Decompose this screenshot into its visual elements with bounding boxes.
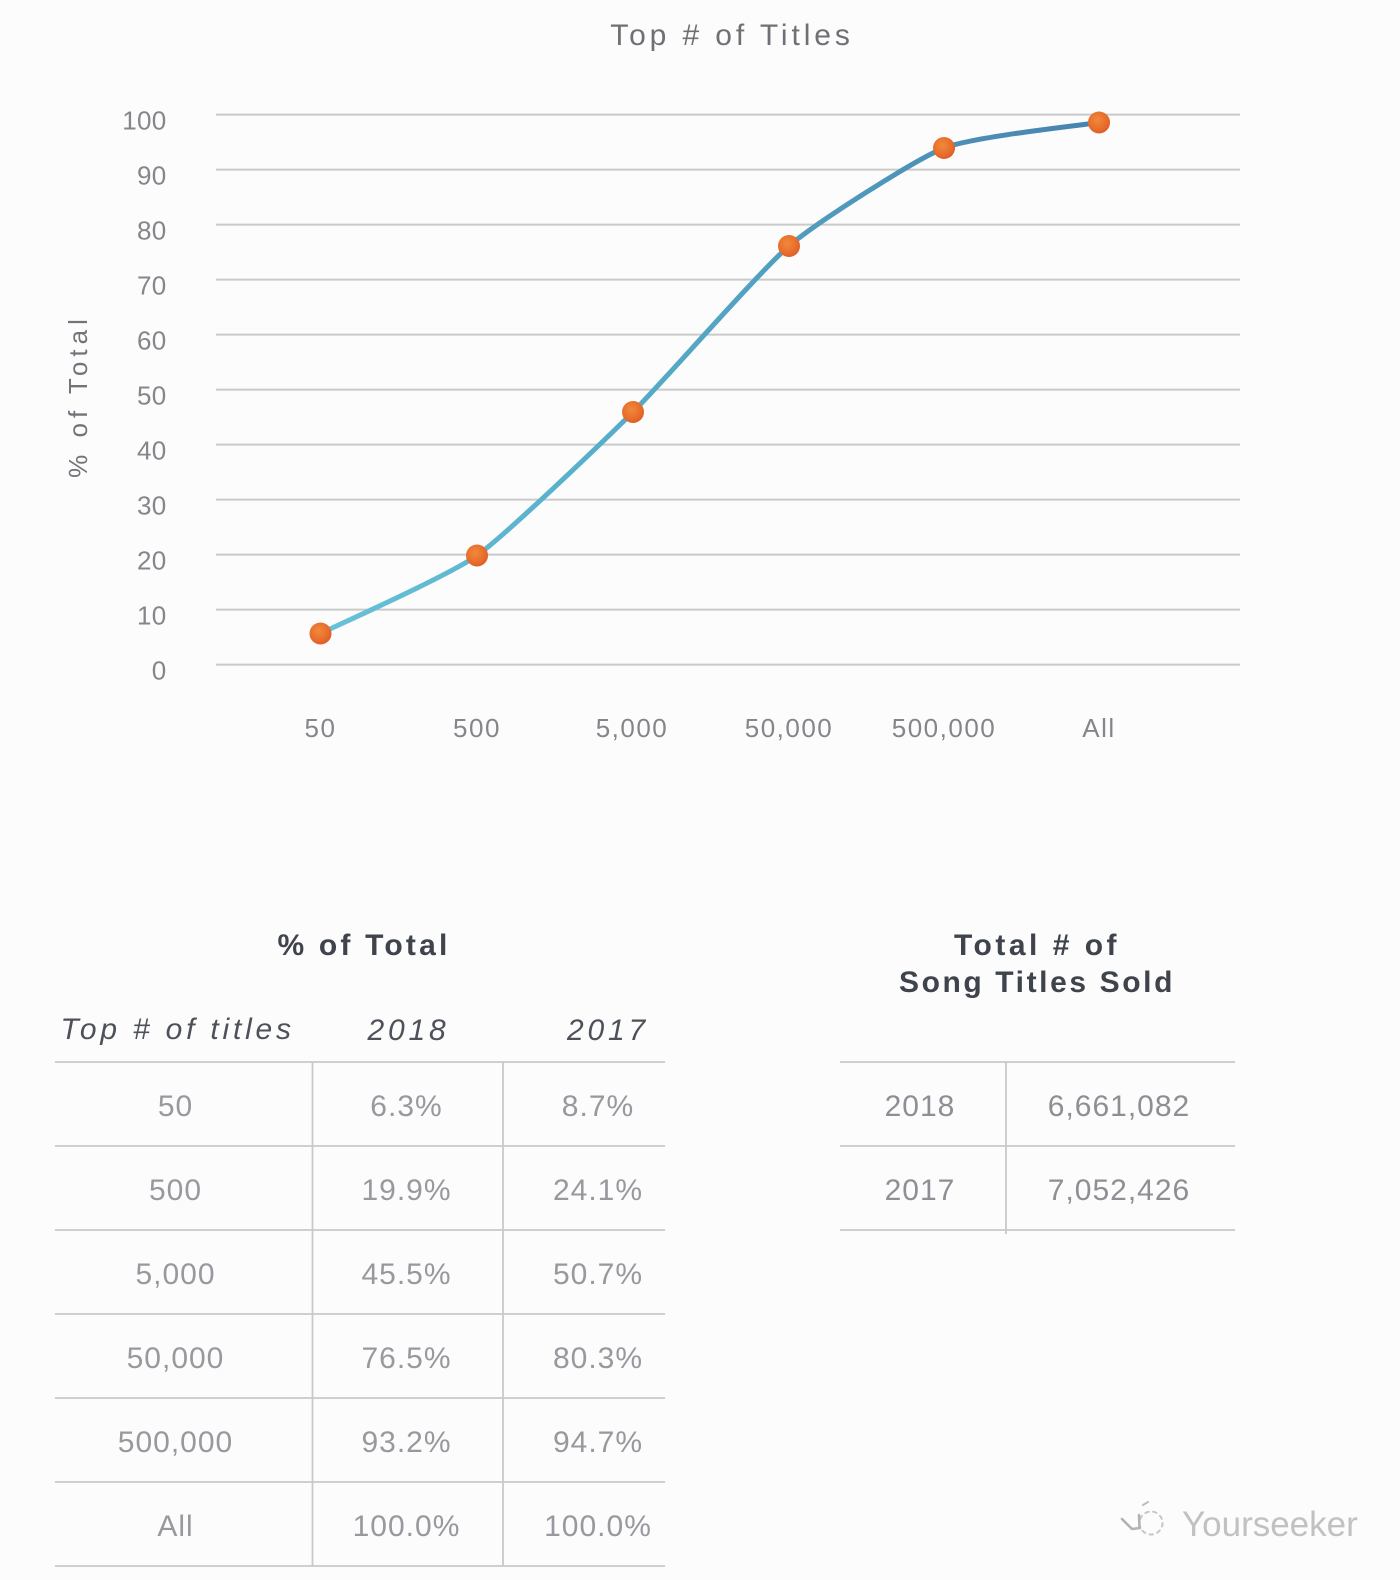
svg-text:% of Total: % of Total: [63, 314, 93, 478]
svg-text:8.7%: 8.7%: [562, 1090, 634, 1123]
svg-text:80: 80: [137, 215, 167, 245]
svg-text:Top # of titles: Top # of titles: [61, 1013, 295, 1046]
svg-text:30: 30: [137, 490, 167, 520]
svg-text:5,000: 5,000: [135, 1258, 215, 1291]
svg-text:0: 0: [152, 655, 167, 685]
svg-text:60: 60: [137, 325, 167, 355]
svg-text:Total # of: Total # of: [954, 929, 1120, 962]
svg-text:Yourseeker: Yourseeker: [1182, 1505, 1358, 1544]
svg-text:500,000: 500,000: [118, 1426, 233, 1459]
svg-text:50: 50: [137, 380, 167, 410]
svg-text:80.3%: 80.3%: [553, 1342, 643, 1375]
svg-text:10: 10: [137, 600, 167, 630]
svg-text:All: All: [1082, 713, 1115, 743]
svg-text:Song Titles Sold: Song Titles Sold: [899, 966, 1175, 999]
svg-text:50: 50: [305, 713, 337, 743]
svg-text:All: All: [157, 1510, 193, 1543]
svg-text:50.7%: 50.7%: [553, 1258, 643, 1291]
svg-text:76.5%: 76.5%: [361, 1342, 451, 1375]
svg-text:19.9%: 19.9%: [361, 1174, 451, 1207]
svg-text:94.7%: 94.7%: [553, 1426, 643, 1459]
svg-text:20: 20: [137, 545, 167, 575]
svg-text:2017: 2017: [566, 1014, 649, 1047]
svg-text:100.0%: 100.0%: [544, 1510, 652, 1543]
svg-text:7,052,426: 7,052,426: [1048, 1174, 1190, 1207]
svg-text:40: 40: [137, 435, 167, 465]
svg-text:90: 90: [137, 160, 167, 190]
svg-text:5,000: 5,000: [596, 713, 669, 743]
svg-text:2018: 2018: [885, 1090, 956, 1123]
svg-text:500: 500: [149, 1174, 202, 1207]
svg-text:100.0%: 100.0%: [353, 1510, 461, 1543]
svg-text:Top # of Titles: Top # of Titles: [610, 19, 854, 52]
svg-text:24.1%: 24.1%: [553, 1174, 643, 1207]
svg-text:2017: 2017: [885, 1174, 956, 1207]
svg-text:6.3%: 6.3%: [370, 1090, 442, 1123]
svg-text:500: 500: [453, 713, 501, 743]
svg-text:45.5%: 45.5%: [361, 1258, 451, 1291]
svg-text:2018: 2018: [367, 1014, 450, 1047]
svg-text:50,000: 50,000: [127, 1342, 225, 1375]
svg-text:70: 70: [137, 270, 167, 300]
svg-text:93.2%: 93.2%: [361, 1426, 451, 1459]
svg-text:% of Total: % of Total: [277, 929, 450, 962]
svg-text:500,000: 500,000: [892, 713, 996, 743]
svg-text:6,661,082: 6,661,082: [1048, 1090, 1190, 1123]
svg-text:100: 100: [122, 105, 166, 135]
svg-text:50,000: 50,000: [745, 713, 834, 743]
svg-text:50: 50: [158, 1090, 193, 1123]
